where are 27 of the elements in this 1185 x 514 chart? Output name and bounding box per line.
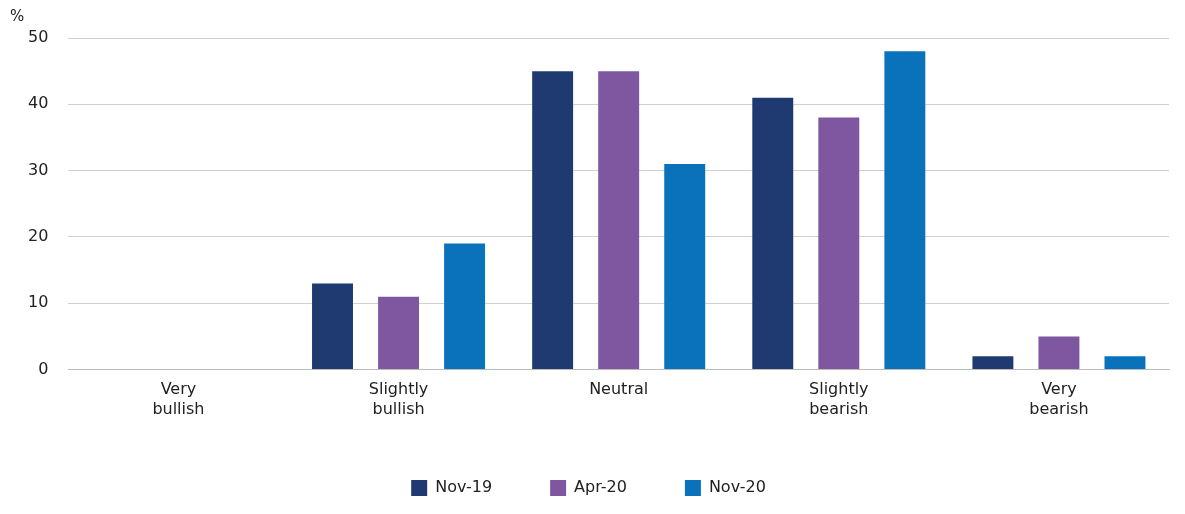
x-tick-label: Slightly bearish [809, 379, 869, 418]
bar [972, 356, 1014, 370]
y-tick-label: 40 [28, 93, 49, 113]
bar [532, 71, 574, 370]
bar [818, 117, 860, 370]
x-tick-label: Slightly bullish [368, 379, 429, 418]
y-tick-label: 50 [28, 27, 49, 47]
bar [1104, 356, 1146, 370]
bar [312, 283, 353, 370]
x-tick-label: Neutral [589, 379, 649, 399]
y-tick-label: 10 [28, 292, 49, 312]
bar [664, 164, 706, 370]
y-tick-label: 20 [28, 226, 49, 246]
legend-label: Apr-20 [574, 477, 627, 497]
bar [884, 51, 926, 370]
y-axis-title: % [10, 7, 25, 26]
bar [378, 296, 420, 370]
x-tick-label: Very bearish [1029, 379, 1089, 418]
bar [752, 97, 794, 370]
y-tick-label: 30 [28, 159, 49, 179]
legend-label: Nov-20 [708, 477, 766, 497]
legend-label: Nov-19 [435, 477, 493, 497]
bar [598, 71, 640, 370]
y-tick-label: 0 [38, 358, 49, 378]
bar [444, 243, 486, 370]
bar [1038, 336, 1080, 370]
x-tick-label: Very bullish [152, 379, 205, 418]
